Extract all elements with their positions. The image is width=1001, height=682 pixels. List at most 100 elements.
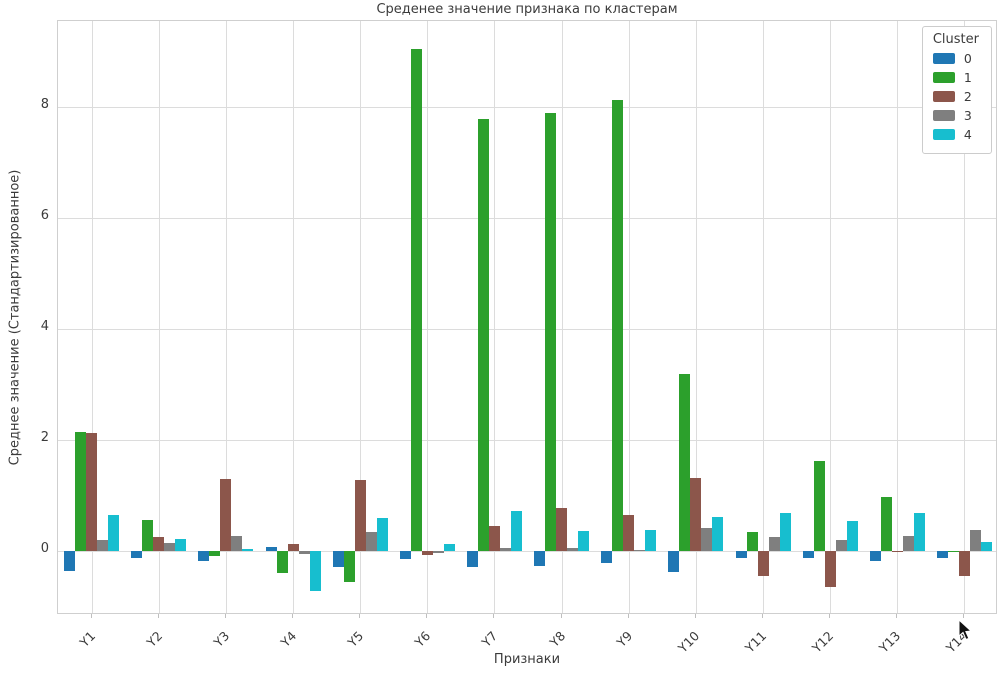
bar-cluster2-Y3 xyxy=(220,478,232,552)
bar-cluster4-Y14 xyxy=(980,541,992,552)
bar-cluster3-Y11 xyxy=(768,537,780,552)
legend-items: 0 1 2 3 4 xyxy=(932,51,979,142)
x-tick-mark xyxy=(896,614,898,618)
x-tick-mark xyxy=(627,614,629,618)
legend-item-label: 2 xyxy=(963,89,972,104)
y-tick-label: 6 xyxy=(40,208,49,224)
bar-cluster3-Y8 xyxy=(567,548,579,552)
bar-cluster3-Y6 xyxy=(432,551,444,554)
bar-cluster1-Y4 xyxy=(276,551,288,574)
gridline-vertical xyxy=(158,21,160,613)
legend-item-1: 1 xyxy=(932,70,979,85)
bar-cluster2-Y13 xyxy=(891,550,903,552)
bar-cluster0-Y5 xyxy=(332,551,344,567)
bar-cluster1-Y3 xyxy=(209,551,221,556)
bar-cluster1-Y7 xyxy=(477,119,489,552)
bar-cluster4-Y11 xyxy=(779,512,791,552)
bar-cluster0-Y11 xyxy=(735,551,747,559)
gridline-horizontal xyxy=(58,440,996,442)
bar-cluster3-Y5 xyxy=(365,531,377,552)
bar-cluster2-Y2 xyxy=(153,537,165,552)
bar-cluster2-Y14 xyxy=(958,551,970,576)
gridline-horizontal xyxy=(58,329,996,331)
gridline-vertical xyxy=(494,21,496,613)
bar-cluster4-Y1 xyxy=(108,515,120,552)
bar-cluster4-Y9 xyxy=(645,530,657,552)
bar-cluster0-Y14 xyxy=(936,551,948,558)
bar-cluster1-Y9 xyxy=(612,100,624,552)
bar-cluster0-Y12 xyxy=(802,551,814,559)
bar-cluster4-Y5 xyxy=(376,517,388,552)
bar-cluster2-Y9 xyxy=(623,514,635,552)
bar-cluster0-Y2 xyxy=(131,551,143,558)
x-tick-mark xyxy=(694,614,696,618)
bar-cluster2-Y5 xyxy=(354,480,366,552)
bar-cluster1-Y5 xyxy=(343,551,355,582)
bar-cluster4-Y2 xyxy=(175,538,187,552)
gridline-vertical xyxy=(91,21,93,613)
bar-cluster4-Y10 xyxy=(712,516,724,552)
legend-swatch-icon xyxy=(932,53,955,64)
legend-item-2: 2 xyxy=(932,89,979,104)
y-tick-label: 8 xyxy=(40,97,49,113)
bar-cluster3-Y3 xyxy=(231,536,243,552)
x-axis-label: Признаки xyxy=(493,652,561,667)
bar-cluster3-Y13 xyxy=(902,536,914,552)
bar-cluster1-Y13 xyxy=(880,497,892,552)
plot-area xyxy=(57,20,997,614)
bar-cluster4-Y12 xyxy=(846,521,858,552)
gridline-vertical xyxy=(360,21,362,613)
bar-cluster3-Y1 xyxy=(97,540,109,552)
legend-item-label: 4 xyxy=(963,127,972,142)
bar-cluster0-Y10 xyxy=(668,551,680,573)
bar-cluster1-Y11 xyxy=(746,531,758,552)
y-axis-label: Среднее значение (Стандартизированное) xyxy=(7,169,23,466)
gridline-vertical xyxy=(695,21,697,613)
gridline-vertical xyxy=(225,21,227,613)
bar-cluster0-Y1 xyxy=(64,551,76,571)
bar-cluster4-Y13 xyxy=(913,513,925,552)
bar-cluster2-Y7 xyxy=(488,526,500,552)
x-tick-mark xyxy=(157,614,159,618)
bar-cluster1-Y8 xyxy=(545,112,557,552)
x-tick-mark xyxy=(426,614,428,618)
mouse-cursor-icon xyxy=(958,619,973,641)
bar-cluster2-Y6 xyxy=(421,551,433,556)
y-tick-label: 4 xyxy=(40,319,49,335)
bar-cluster3-Y7 xyxy=(499,547,511,552)
legend-swatch-icon xyxy=(932,129,955,140)
bar-cluster3-Y2 xyxy=(164,542,176,552)
bar-cluster0-Y4 xyxy=(265,546,277,552)
bar-cluster3-Y14 xyxy=(969,529,981,552)
x-tick-mark xyxy=(90,614,92,618)
x-tick-mark xyxy=(493,614,495,618)
bar-cluster0-Y9 xyxy=(601,551,613,564)
legend-item-3: 3 xyxy=(932,108,979,123)
bar-cluster2-Y4 xyxy=(287,543,299,552)
gridline-vertical xyxy=(628,21,630,613)
x-tick-mark xyxy=(829,614,831,618)
bar-cluster0-Y6 xyxy=(399,551,411,560)
legend-item-4: 4 xyxy=(932,127,979,142)
bar-cluster4-Y3 xyxy=(242,549,254,552)
gridline-vertical xyxy=(763,21,764,613)
bar-cluster0-Y7 xyxy=(466,551,478,567)
bar-cluster3-Y10 xyxy=(701,527,713,552)
y-tick-label: 0 xyxy=(40,541,49,557)
bar-cluster4-Y8 xyxy=(578,530,590,552)
legend-item-label: 3 xyxy=(963,108,972,123)
legend-swatch-icon xyxy=(932,110,955,121)
legend-item-0: 0 xyxy=(932,51,979,66)
bar-cluster2-Y11 xyxy=(757,551,769,577)
bar-cluster2-Y8 xyxy=(556,507,568,552)
gridline-vertical xyxy=(964,21,966,613)
gridline-horizontal xyxy=(58,107,996,109)
x-tick-mark xyxy=(963,614,965,618)
legend-swatch-icon xyxy=(932,72,955,83)
bar-cluster0-Y13 xyxy=(869,551,881,562)
gridline-vertical xyxy=(830,21,832,613)
gridline-vertical xyxy=(897,21,899,613)
gridline-vertical xyxy=(561,21,563,613)
x-tick-mark xyxy=(292,614,293,618)
